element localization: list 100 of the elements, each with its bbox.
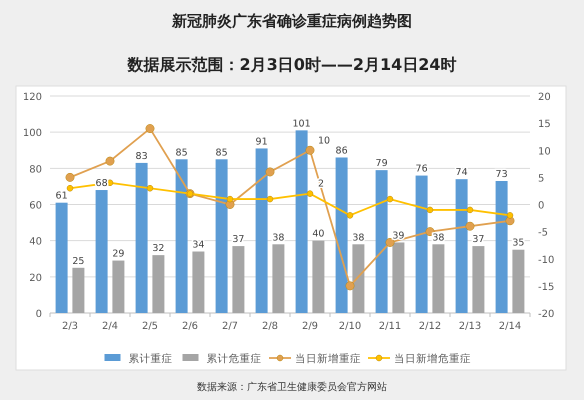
bar bbox=[296, 130, 308, 313]
bar bbox=[192, 252, 204, 313]
y-tick-label: 40 bbox=[29, 236, 42, 248]
bar bbox=[432, 244, 444, 313]
bar bbox=[472, 246, 484, 313]
data-label: 38 bbox=[432, 232, 444, 244]
x-tick-label: 2/10 bbox=[338, 321, 362, 332]
point bbox=[226, 196, 234, 202]
point bbox=[146, 124, 154, 133]
point bbox=[466, 222, 474, 231]
data-label: 38 bbox=[272, 232, 284, 244]
bar bbox=[336, 157, 348, 313]
data-label: 76 bbox=[416, 164, 428, 175]
bar bbox=[272, 244, 284, 313]
point bbox=[306, 190, 314, 197]
point bbox=[426, 227, 434, 236]
bar bbox=[232, 246, 244, 313]
y-tick-label: 60 bbox=[29, 200, 42, 212]
chart-subtitle: 数据展示范围：2月3日0时——2月14日24时 bbox=[126, 55, 457, 74]
y2-tick-label: 5 bbox=[538, 173, 544, 184]
x-tick-label: 2/3 bbox=[62, 321, 78, 332]
data-label: 61 bbox=[56, 190, 68, 202]
data-label: 34 bbox=[192, 240, 204, 251]
legend-label: 累计危重症 bbox=[206, 352, 262, 365]
point bbox=[306, 146, 314, 155]
legend-label: 累计重症 bbox=[128, 352, 172, 365]
data-label: 86 bbox=[336, 145, 348, 156]
bar bbox=[312, 240, 324, 313]
source-note: 数据来源：广东省卫生健康委员会官方网站 bbox=[197, 381, 387, 393]
data-label: 85 bbox=[216, 147, 228, 158]
data-label: 32 bbox=[152, 243, 164, 254]
point bbox=[266, 196, 274, 202]
x-tick-label: 2/14 bbox=[498, 321, 522, 332]
data-label: 39 bbox=[392, 230, 404, 242]
point bbox=[346, 281, 354, 290]
data-label: 73 bbox=[496, 168, 508, 180]
point bbox=[506, 212, 514, 219]
point bbox=[146, 184, 154, 192]
x-tick-label: 2/4 bbox=[102, 321, 118, 332]
y2-tick-label: 10 bbox=[538, 146, 551, 158]
bar bbox=[72, 268, 84, 313]
bar bbox=[416, 176, 428, 313]
data-label: 83 bbox=[136, 150, 148, 162]
bar bbox=[216, 159, 228, 313]
bar bbox=[176, 159, 188, 313]
bar bbox=[136, 162, 148, 313]
x-tick-label: 2/6 bbox=[182, 321, 198, 332]
bar bbox=[496, 180, 508, 313]
y2-tick-label: -20 bbox=[538, 309, 554, 320]
y2-tick-label: 15 bbox=[538, 119, 551, 130]
point bbox=[466, 206, 474, 214]
point bbox=[66, 184, 74, 192]
bar bbox=[512, 250, 524, 313]
data-label: 10 bbox=[318, 135, 330, 146]
point bbox=[386, 238, 394, 247]
x-tick-label: 2/11 bbox=[378, 321, 402, 332]
point bbox=[346, 212, 354, 219]
data-label: 38 bbox=[352, 232, 364, 244]
x-tick-label: 2/9 bbox=[302, 321, 318, 332]
point bbox=[426, 206, 434, 214]
bar bbox=[392, 242, 404, 313]
bar bbox=[96, 190, 108, 313]
data-label: 35 bbox=[512, 238, 524, 249]
y-tick-label: 20 bbox=[29, 272, 42, 284]
point bbox=[66, 172, 74, 182]
data-label: 101 bbox=[292, 118, 311, 130]
y-tick-label: 0 bbox=[36, 309, 42, 320]
bar bbox=[376, 170, 388, 313]
legend-label: 当日新增危重症 bbox=[394, 352, 471, 365]
bar bbox=[256, 148, 268, 313]
y2-tick-label: -15 bbox=[538, 282, 554, 293]
y2-tick-label: -5 bbox=[538, 228, 548, 239]
bar bbox=[456, 179, 468, 313]
data-label: 37 bbox=[472, 234, 484, 246]
point bbox=[386, 196, 394, 202]
data-label: 79 bbox=[376, 158, 388, 170]
data-label: 37 bbox=[232, 234, 244, 246]
y2-tick-label: -10 bbox=[538, 254, 554, 266]
data-label: 74 bbox=[456, 167, 468, 178]
x-tick-label: 2/5 bbox=[142, 321, 158, 332]
bar bbox=[112, 260, 124, 313]
bar bbox=[352, 244, 364, 313]
x-tick-label: 2/7 bbox=[222, 321, 238, 332]
y2-tick-label: 20 bbox=[538, 92, 551, 103]
bar bbox=[152, 255, 164, 313]
x-tick-label: 2/12 bbox=[418, 321, 442, 332]
data-label: 40 bbox=[312, 228, 324, 240]
point bbox=[106, 156, 114, 166]
data-label: 85 bbox=[176, 147, 188, 158]
y-tick-label: 100 bbox=[22, 128, 42, 140]
chart-title: 新冠肺炎广东省确诊重症病例趋势图 bbox=[171, 12, 412, 30]
y2-tick-label: 0 bbox=[538, 200, 544, 212]
data-label: 91 bbox=[256, 136, 268, 148]
legend-label: 当日新增重症 bbox=[295, 352, 361, 365]
data-label: 25 bbox=[72, 256, 84, 267]
point bbox=[266, 168, 274, 176]
y-tick-label: 120 bbox=[22, 92, 42, 103]
x-tick-label: 2/13 bbox=[458, 321, 482, 332]
y-tick-label: 80 bbox=[29, 164, 42, 176]
bar bbox=[56, 202, 68, 313]
